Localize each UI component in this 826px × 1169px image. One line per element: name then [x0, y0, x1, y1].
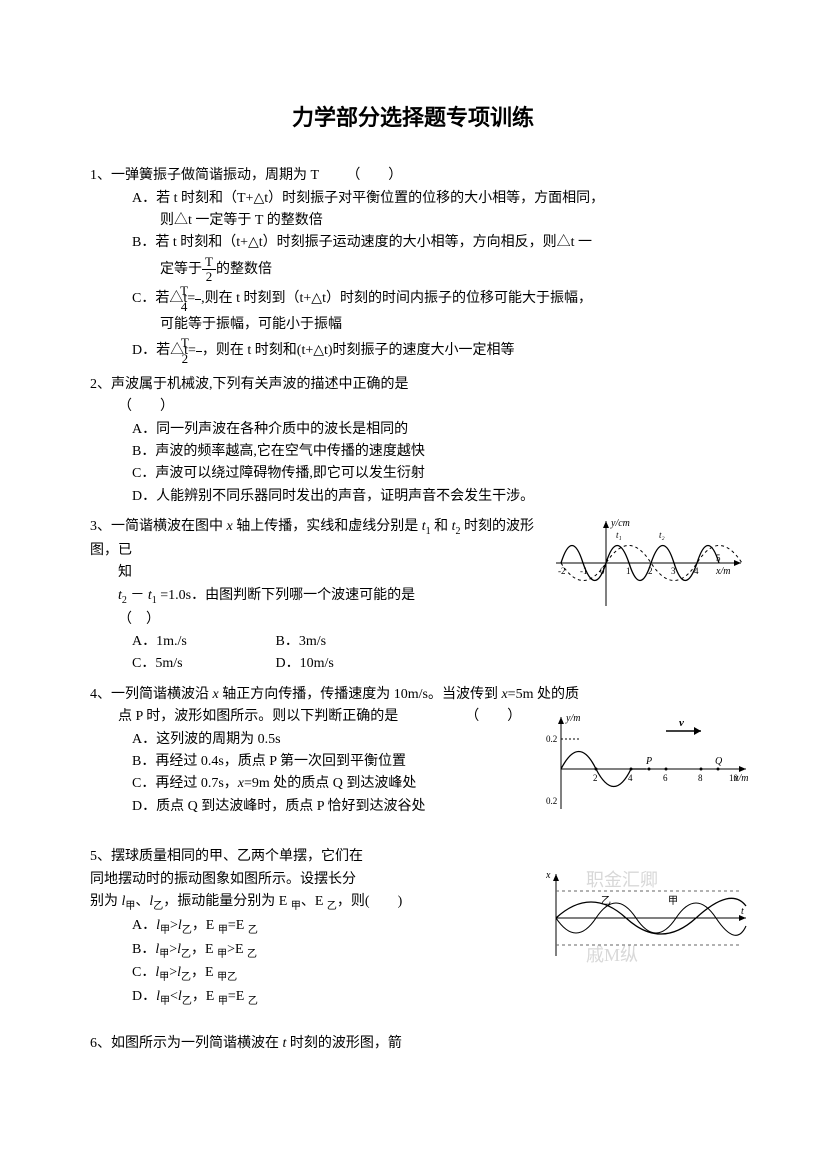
- q1-stem-text: 1、一弹簧振子做简谐振动，周期为 T: [90, 168, 319, 183]
- tick: 2: [593, 773, 598, 783]
- q1-opt-c-cont: 可能等于振幅，可能小于振幅: [90, 314, 736, 336]
- denominator: 2: [202, 270, 216, 284]
- fraction-t-2: T2: [202, 255, 216, 285]
- answer-blank: （ ）: [90, 396, 736, 418]
- x-axis-label: x/m: [715, 566, 730, 577]
- tick: -1: [580, 566, 588, 576]
- q1-opt-c: C．若△t=T4,则在 t 时刻到（t+△t）时刻的时间内振子的位移可能大于振幅…: [118, 284, 736, 314]
- q1-stem: 1、一弹簧振子做简谐振动，周期为 T （ ）: [90, 165, 736, 187]
- numerator: T: [202, 255, 216, 270]
- q5-wave-graph: 职金汇卿 戚M纵 x t 乙 甲: [546, 866, 756, 979]
- sub-jia: 甲: [125, 901, 135, 912]
- text: 6、如图所示为一列简谐横波在: [90, 1036, 283, 1051]
- text: =5m 处的质: [508, 687, 579, 702]
- q3-opts-row1: A．1m./s B．3m/s: [90, 631, 736, 653]
- q3-wave-graph: x/m y/cm t₁ t₂ -2 -1 0 1 2 3 4 5: [556, 516, 746, 619]
- point-p: P: [645, 756, 652, 767]
- text: =1.0s．由图判断下列哪一个波速可能的是: [157, 588, 415, 603]
- q2-opt-c: C．声波可以绕过障碍物传播,即它可以发生衍射: [118, 463, 736, 485]
- x-axis-label: x: [546, 870, 551, 881]
- question-1: 1、一弹簧振子做简谐振动，周期为 T （ ） A．若 t 时刻和（T+△t）时刻…: [90, 165, 736, 366]
- text: 轴上传播，实线和虚线分别是: [233, 519, 422, 534]
- t-axis-label: t: [741, 906, 744, 917]
- tick: 4: [628, 773, 633, 783]
- text: 的整数倍: [216, 262, 272, 277]
- text: ,则在 t 时刻到（t+△t）时刻的时间内振子的位移可能大于振幅，: [201, 291, 592, 306]
- page-title: 力学部分选择题专项训练: [90, 100, 736, 135]
- watermark: 职金汇卿: [586, 870, 658, 890]
- q2-opt-d: D．人能辨别不同乐器同时发出的声音，证明声音不会发生干涉。: [118, 486, 736, 508]
- question-4: 4、一列简谐横波沿 x 轴正方向传播，传播速度为 10m/s。当波传到 x=5m…: [90, 684, 736, 818]
- text: 3、一简谐横波在图中: [90, 519, 227, 534]
- answer-blank: （ ）: [322, 165, 402, 187]
- q2-stem: 2、声波属于机械波,下列有关声波的描述中正确的是: [90, 374, 736, 396]
- q5-opt-d: D．l甲<l乙，E 甲=E 乙: [118, 986, 736, 1010]
- text: 、: [135, 894, 149, 909]
- text: 别为: [90, 894, 122, 909]
- tick: 6: [663, 773, 668, 783]
- tick: 0.2: [546, 734, 557, 744]
- q1-opt-a: A．若 t 时刻和（T+△t）时刻振子对平衡位置的位移的大小相等，方面相同，: [118, 188, 736, 210]
- tick: 8: [698, 773, 703, 783]
- tick: 2: [648, 566, 653, 576]
- question-6: 6、如图所示为一列简谐横波在 t 时刻的波形图，箭: [90, 1033, 736, 1055]
- tick: 5: [716, 553, 721, 563]
- watermark: 戚M纵: [586, 945, 638, 965]
- q3-opt-d: D．10m/s: [276, 653, 416, 675]
- text: C．再经过 0.7s，: [132, 776, 238, 791]
- question-3: 3、一简谐横波在图中 x 轴上传播，实线和虚线分别是 t1 和 t2 时刻的波形…: [90, 516, 736, 676]
- tick: 3: [671, 566, 676, 576]
- text: ，振动能量分别为 E: [163, 894, 291, 909]
- text: 和: [431, 519, 452, 534]
- y-axis-label: y/m: [565, 713, 580, 724]
- tick: 10: [729, 773, 739, 783]
- answer-blank: ，则( ): [337, 894, 402, 909]
- text: ，则在 t 时刻和(t+△t)时刻振子的速度大小一定相等: [202, 343, 515, 358]
- text: 时刻的波形图，箭: [286, 1036, 402, 1051]
- text: 4、一列简谐横波沿: [90, 687, 213, 702]
- sub-jia: 甲: [291, 901, 301, 912]
- q1-opt-a-cont: 则△t 一定等于 T 的整数倍: [90, 210, 736, 232]
- point-q: Q: [715, 756, 723, 767]
- q3-opt-a: A．1m./s: [132, 631, 272, 653]
- question-5: 5、摆球质量相同的甲、乙两个单摆，它们在 同地摆动时的振动图象如图所示。设摆长分…: [90, 846, 736, 1010]
- text: －: [127, 588, 148, 603]
- question-2: 2、声波属于机械波,下列有关声波的描述中正确的是 （ ） A．同一列声波在各种介…: [90, 374, 736, 508]
- tick: -2: [558, 566, 566, 576]
- q1-opt-b: B．若 t 时刻和（t+△t）时刻振子运动速度的大小相等，方向相反，则△t 一: [118, 232, 736, 254]
- q4-wave-graph: y/m x/m 0.2 -0.2 2 4 6 8 10 P Q v: [546, 709, 756, 827]
- tick: 0: [600, 566, 605, 576]
- tick: -0.2: [546, 796, 557, 806]
- jia-label: 甲: [668, 896, 678, 907]
- q3-opt-b: B．3m/s: [276, 631, 416, 653]
- t1-label: t₁: [616, 530, 622, 540]
- tick: 4: [694, 566, 699, 576]
- q1-opt-d: D．若△t=T2，则在 t 时刻和(t+△t)时刻振子的速度大小一定相等: [118, 336, 736, 366]
- q1-opt-b-cont: 定等于T2的整数倍: [90, 255, 736, 285]
- text: 、E: [301, 894, 327, 909]
- q3-opt-c: C．5m/s: [132, 653, 272, 675]
- q6-stem: 6、如图所示为一列简谐横波在 t 时刻的波形图，箭: [90, 1033, 736, 1055]
- tick: 1: [626, 566, 631, 576]
- y-axis-label: y/cm: [610, 518, 630, 529]
- q2-opt-b: B．声波的频率越高,它在空气中传播的速度越快: [118, 441, 736, 463]
- text: =9m 处的质点 Q 到达波峰处: [244, 776, 416, 791]
- answer-blank: （ ）: [465, 709, 521, 724]
- q4-stem: 4、一列简谐横波沿 x 轴正方向传播，传播速度为 10m/s。当波传到 x=5m…: [90, 684, 736, 706]
- yi-label: 乙: [601, 895, 611, 907]
- text: 定等于: [160, 262, 202, 277]
- sub-yi: 乙: [153, 901, 163, 912]
- text: 点 P 时，波形如图所示。则以下判断正确的是: [118, 709, 398, 724]
- q3-opts-row2: C．5m/s D．10m/s: [90, 653, 736, 675]
- velocity-label: v: [679, 717, 684, 729]
- t2-label: t₂: [659, 530, 665, 540]
- text: 轴正方向传播，传播速度为 10m/s。当波传到: [219, 687, 502, 702]
- q2-opt-a: A．同一列声波在各种介质中的波长是相同的: [118, 419, 736, 441]
- sub-yi: 乙: [327, 901, 337, 912]
